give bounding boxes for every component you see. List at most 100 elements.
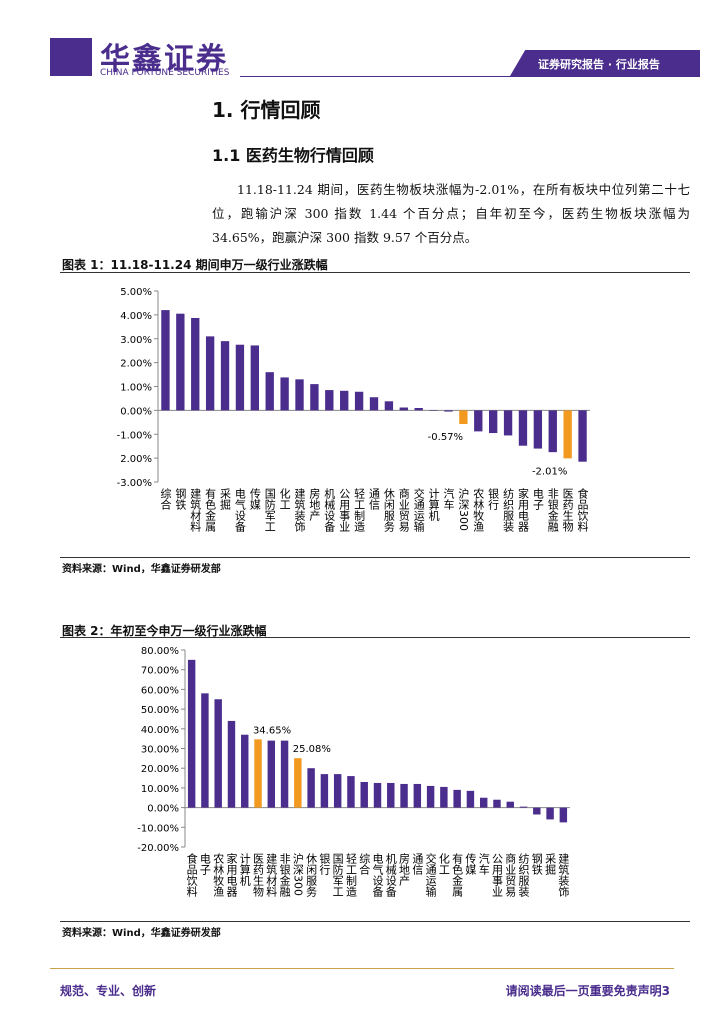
x-tick-label: 电子 (531, 488, 544, 510)
y-tick-label: 80.00% (141, 646, 179, 657)
x-tick-label: 房地产 (308, 488, 321, 522)
data-label: -0.57% (428, 432, 463, 443)
x-tick-label: 休闲服务 (305, 853, 318, 897)
x-tick-label: 综合 (159, 487, 172, 510)
data-label: 25.08% (293, 744, 331, 755)
source: 资料来源：Wind，华鑫证券研发部 (62, 564, 221, 575)
bar (220, 341, 230, 411)
chart-title: 图表 1：11.18-11.24 期间申万一级行业涨跌幅 (62, 258, 328, 272)
x-tick-label: 公用事业 (490, 853, 503, 897)
brand: 华鑫证券 (100, 42, 228, 77)
y-tick-label: -1.00% (117, 430, 152, 441)
x-tick-label: 医药生物 (252, 853, 265, 897)
x-tick-label: 汽车 (442, 487, 455, 511)
bar (205, 336, 215, 411)
subheading: 1.1 医药生物行情回顾 (212, 146, 374, 165)
bar (241, 734, 249, 808)
bar (548, 410, 557, 453)
x-tick-label: 农林牧渔 (472, 487, 485, 533)
x-tick-label: 食品饮料 (185, 852, 198, 898)
bar (280, 740, 289, 808)
x-tick-label: 农林牧渔 (212, 852, 225, 898)
bar (187, 659, 196, 808)
footer-right: 请阅读最后一页重要免责声明3 (505, 984, 670, 998)
x-tick-label: 沪深300 (291, 852, 304, 896)
x-tick-label: 采掘 (219, 488, 232, 511)
x-tick-label: 汽车 (477, 852, 490, 876)
footer-rule (50, 968, 674, 969)
bar (466, 790, 475, 808)
header-tag: 证券研究报告 · 行业报告 (538, 58, 660, 71)
x-tick-label: 医药生物 (561, 488, 574, 532)
bar (347, 776, 355, 808)
x-tick-label: 商业贸易 (504, 852, 517, 898)
bar (479, 797, 488, 808)
y-tick-label: 10.00% (141, 784, 179, 795)
source: 资料来源：Wind，华鑫证券研发部 (62, 928, 221, 939)
x-tick-label: 建筑材料 (265, 852, 278, 898)
x-tick-label: 有色金属 (451, 852, 464, 898)
bar (506, 801, 514, 808)
x-tick-label: 家用电器 (225, 852, 238, 898)
y-tick-label: 1.00% (120, 383, 152, 394)
data-label: 34.65% (253, 725, 291, 736)
bar (413, 783, 422, 808)
x-tick-label: 家用电器 (516, 487, 529, 533)
bar (320, 774, 329, 808)
rule (60, 272, 690, 273)
bar (333, 774, 342, 808)
rule (60, 637, 690, 638)
x-tick-label: 国防军工 (263, 488, 276, 532)
y-tick-label: 20.00% (141, 764, 179, 775)
bar (559, 807, 568, 823)
bar (440, 786, 448, 808)
data-label: -2.01% (532, 466, 567, 477)
bar (176, 313, 185, 411)
x-tick-label: 有色金属 (204, 487, 217, 533)
bar (384, 401, 394, 411)
brand-en: CHINA FORTUNE SECURITIES (100, 68, 230, 78)
x-tick-label: 电气设备 (233, 488, 246, 533)
bar (354, 391, 364, 411)
bar (533, 410, 543, 449)
x-tick-label: 国防军工 (331, 853, 344, 897)
bar (426, 785, 435, 808)
bar (533, 807, 541, 815)
y-tick-label: 40.00% (141, 725, 179, 736)
x-tick-label: 建筑装饰 (293, 487, 306, 532)
bar (295, 379, 304, 411)
paragraph: 11.18-11.24 期间，医药生物板块涨幅为-2.01%，在所有板块中位列第… (212, 182, 690, 245)
x-tick-label: 交通运输 (412, 487, 425, 533)
bar (453, 789, 461, 808)
bar (340, 390, 349, 411)
header-banner (510, 50, 700, 76)
x-tick-label: 建筑装饰 (557, 852, 570, 897)
x-tick-label: 商业贸易 (397, 487, 410, 533)
x-tick-label: 非银金融 (546, 488, 559, 533)
y-tick-label: -10.00% (137, 823, 179, 834)
bar (503, 410, 513, 436)
bar (444, 410, 453, 412)
x-tick-label: 通信 (411, 853, 424, 876)
x-tick-label: 传媒 (464, 853, 477, 876)
bar (414, 407, 423, 411)
x-tick-label: 通信 (368, 488, 381, 511)
rule (60, 921, 690, 922)
bar (519, 806, 528, 808)
x-tick-label: 房地产 (398, 853, 411, 887)
x-tick-label: 机械设备 (323, 487, 336, 533)
bar (294, 758, 302, 808)
bar (201, 693, 209, 808)
x-tick-label: 计算机 (427, 488, 440, 521)
bar (250, 345, 259, 411)
x-tick-label: 沪深300 (457, 487, 470, 531)
bar (214, 699, 222, 808)
x-tick-label: 电子 (198, 853, 211, 875)
bar (563, 410, 572, 459)
x-tick-label: 休闲服务 (382, 488, 395, 532)
x-tick-label: 传媒 (248, 488, 261, 511)
x-tick-label: 公用事业 (338, 488, 351, 532)
y-tick-label: 5.00% (120, 287, 152, 298)
header-rule (240, 76, 700, 77)
